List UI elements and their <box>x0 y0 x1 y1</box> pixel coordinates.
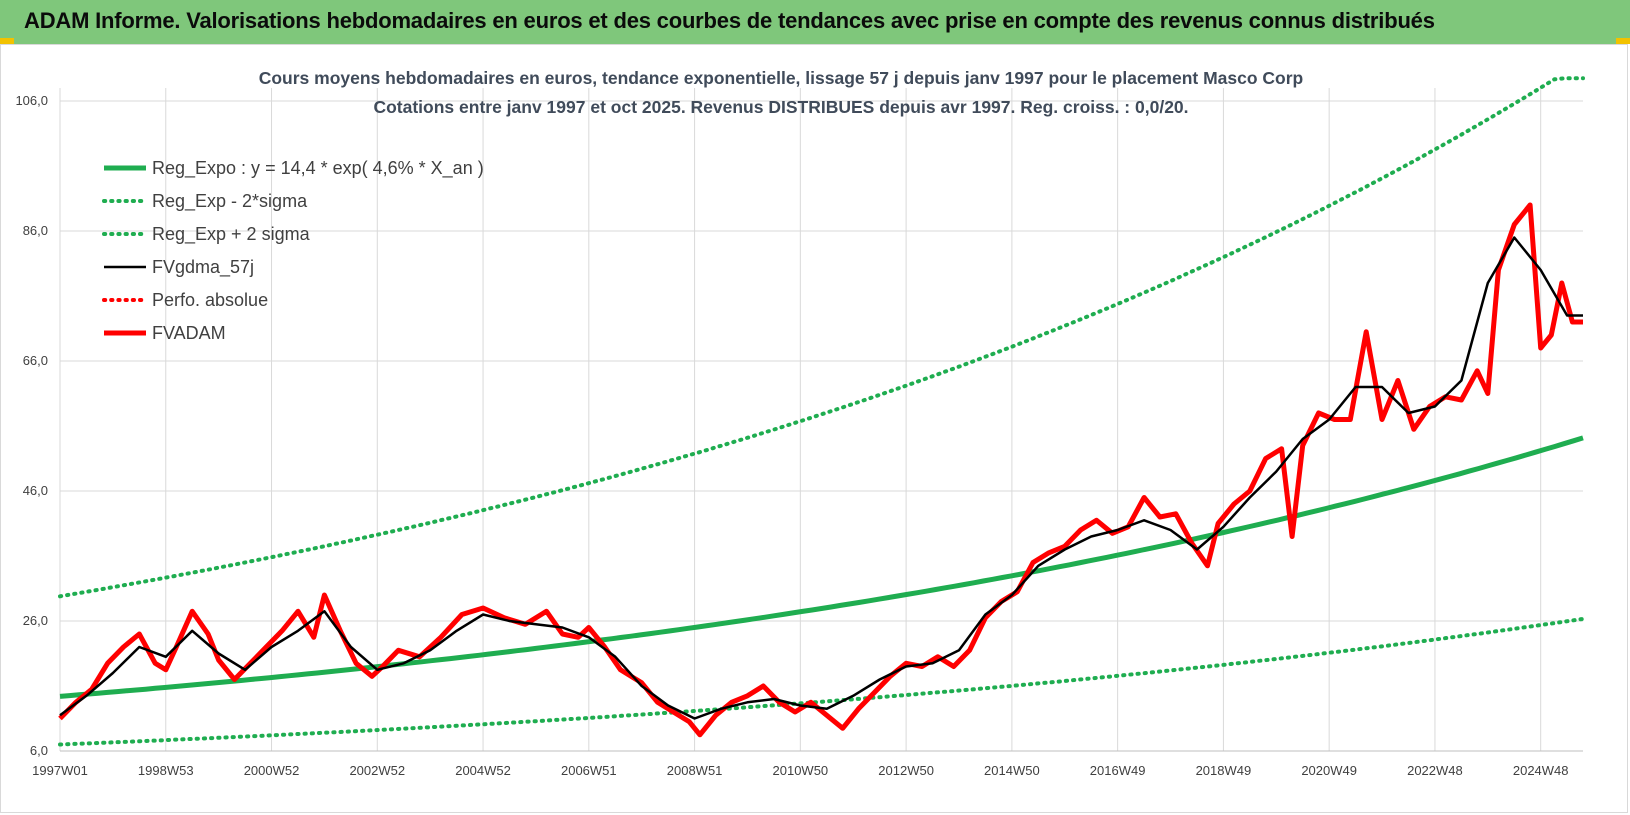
x-tick-label: 2024W48 <box>1513 763 1569 778</box>
series-line-0 <box>59 435 1584 699</box>
x-tick-label: 2000W52 <box>244 763 300 778</box>
legend-label: Reg_Expo : y = 14,4 * exp( 4,6% * X_an ) <box>152 158 484 179</box>
legend-label: FVADAM <box>152 323 226 343</box>
x-tick-label: 2008W51 <box>667 763 723 778</box>
x-tick-label: 2020W49 <box>1301 763 1357 778</box>
series-line-1 <box>58 616 1585 747</box>
x-tick-label: 2014W50 <box>984 763 1040 778</box>
series-line-2 <box>58 76 1585 599</box>
y-tick-label: 106,0 <box>15 93 48 108</box>
x-tick-label: 1998W53 <box>138 763 194 778</box>
right-corner-marker <box>1616 38 1630 44</box>
chart-frame <box>0 44 1628 813</box>
grid <box>59 88 1583 752</box>
x-tick-label: 2006W51 <box>561 763 617 778</box>
legend: Reg_Expo : y = 14,4 * exp( 4,6% * X_an )… <box>102 158 484 343</box>
legend-label: Perfo. absolue <box>152 290 268 310</box>
series <box>58 76 1585 747</box>
y-tick-label: 86,0 <box>23 223 48 238</box>
y-tick-label: 6,0 <box>30 743 48 758</box>
x-tick-label: 2022W48 <box>1407 763 1463 778</box>
chart-title: Cours moyens hebdomadaires en euros, ten… <box>259 68 1304 88</box>
y-tick-label: 66,0 <box>23 353 48 368</box>
x-tick-label: 2012W50 <box>878 763 934 778</box>
y-tick-label: 46,0 <box>23 483 48 498</box>
x-tick-label: 1997W01 <box>32 763 88 778</box>
legend-label: Reg_Exp + 2 sigma <box>152 224 311 245</box>
report-title: ADAM Informe. Valorisations hebdomadaire… <box>24 8 1435 33</box>
y-axis-tick-labels: 6,0 26,0 46,0 66,0 86,0 106,0 <box>15 93 48 758</box>
legend-label: Reg_Exp - 2*sigma <box>152 191 308 212</box>
left-corner-marker <box>0 38 14 44</box>
x-axis-tick-labels: 1997W01 1998W53 2000W52 2002W52 2004W52 2006W… <box>32 763 1568 778</box>
x-tick-label: 2010W50 <box>773 763 829 778</box>
y-tick-label: 26,0 <box>23 613 48 628</box>
series-line-5 <box>58 202 1583 738</box>
x-tick-label: 2004W52 <box>455 763 511 778</box>
chart-subtitle: Cotations entre janv 1997 et oct 2025. R… <box>373 97 1188 117</box>
report-banner: ADAM Informe. Valorisations hebdomadaire… <box>0 0 1630 44</box>
legend-label: FVgdma_57j <box>152 257 254 278</box>
x-tick-label: 2018W49 <box>1196 763 1252 778</box>
series-line-3 <box>59 236 1583 720</box>
x-tick-label: 2002W52 <box>349 763 405 778</box>
x-tick-label: 2016W49 <box>1090 763 1146 778</box>
